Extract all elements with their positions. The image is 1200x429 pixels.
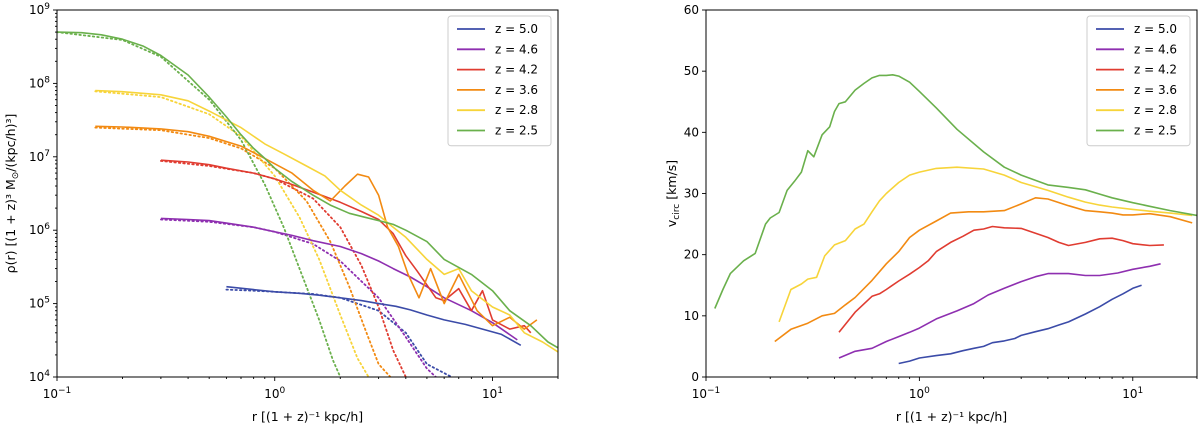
density-series-line-3	[95, 125, 538, 330]
vcirc-x-axis-label: r [(1 + z)⁻¹ kpc/h]	[896, 409, 1007, 424]
vcirc-y-tick-label: 20	[684, 248, 699, 262]
vcirc-y-tick-label: 0	[691, 370, 699, 384]
vcirc-y-tick-label: 10	[684, 309, 699, 323]
density-fit-line-5	[57, 31, 342, 377]
vcirc-series-line-4	[778, 166, 1193, 323]
density-series-line-1	[160, 217, 518, 341]
vcirc-y-tick-label: 60	[684, 3, 699, 17]
vcirc-series-line-5	[714, 74, 1197, 309]
density-fit-line-3	[94, 126, 392, 377]
density-x-tick-label: 101	[482, 386, 503, 401]
density-legend-label-4: z = 2.8	[495, 103, 538, 117]
density-series-line-2	[160, 159, 532, 334]
density-series-line-0	[226, 285, 522, 346]
vcirc-y-axis-label: vcirc [km/s]	[664, 160, 682, 227]
density-y-tick-label: 109	[29, 2, 50, 17]
density-x-tick-label: 10−1	[43, 386, 72, 401]
density-legend-label-3: z = 3.6	[495, 83, 538, 97]
vcirc-series-line-1	[838, 263, 1161, 359]
density-series-line-5	[57, 31, 558, 349]
vcirc-x-tick-label: 10−1	[692, 386, 721, 401]
vcirc-y-tick-label: 50	[684, 64, 699, 78]
vcirc-legend-label-0: z = 5.0	[1134, 22, 1177, 36]
density-legend: z = 5.0 z = 4.6 z = 4.2 z = 3.6 z = 2.8 z = 2…	[447, 15, 552, 147]
density-axes-frame	[56, 9, 559, 378]
vcirc-y-tick-label: 30	[684, 187, 699, 201]
vcirc-legend: z = 5.0 z = 4.6 z = 4.2 z = 3.6 z = 2.8 z = 2…	[1086, 15, 1191, 147]
density-y-tick-label: 105	[29, 296, 50, 311]
density-y-tick-label: 108	[29, 75, 50, 90]
vcirc-series-group	[714, 74, 1197, 365]
density-series-line-4	[95, 89, 558, 353]
density-fit-line-4	[94, 90, 370, 377]
vcirc-legend-label-3: z = 3.6	[1134, 83, 1177, 97]
vcirc-legend-label-4: z = 2.8	[1134, 103, 1177, 117]
vcirc-series-line-3	[774, 197, 1193, 343]
density-y-tick-label: 104	[29, 369, 50, 384]
density-legend-label-1: z = 4.6	[495, 42, 538, 56]
density-legend-label-2: z = 4.2	[495, 63, 538, 77]
density-y-tick-label: 107	[29, 149, 50, 164]
density-profile-panel: 10−1 100 101 104 105 106 107 108 109 r [(1 + z)⁻¹…	[3, 2, 559, 424]
vcirc-legend-label-5: z = 2.5	[1134, 124, 1177, 138]
vcirc-legend-label-2: z = 4.2	[1134, 63, 1177, 77]
vcirc-x-tick-label: 101	[1122, 386, 1143, 401]
density-y-tick-label: 106	[29, 222, 50, 237]
density-legend-label-0: z = 5.0	[495, 22, 538, 36]
density-fit-line-2	[160, 160, 407, 377]
density-x-axis-label: r [(1 + z)⁻¹ kpc/h]	[252, 409, 363, 424]
vcirc-y-tick-label: 40	[684, 125, 699, 139]
density-legend-label-5: z = 2.5	[495, 124, 538, 138]
vcirc-x-tick-label: 100	[909, 386, 930, 401]
density-fit-line-1	[160, 218, 437, 377]
vcirc-series-line-0	[898, 284, 1142, 365]
density-y-axis-label: ρ(r) [(1 + z)³ M⊙/(kpc/h)³]	[3, 114, 21, 274]
density-series-group	[57, 31, 558, 377]
vcirc-legend-label-1: z = 4.6	[1134, 42, 1177, 56]
vcirc-series-line-2	[838, 225, 1164, 333]
density-x-tick-label: 100	[264, 386, 285, 401]
